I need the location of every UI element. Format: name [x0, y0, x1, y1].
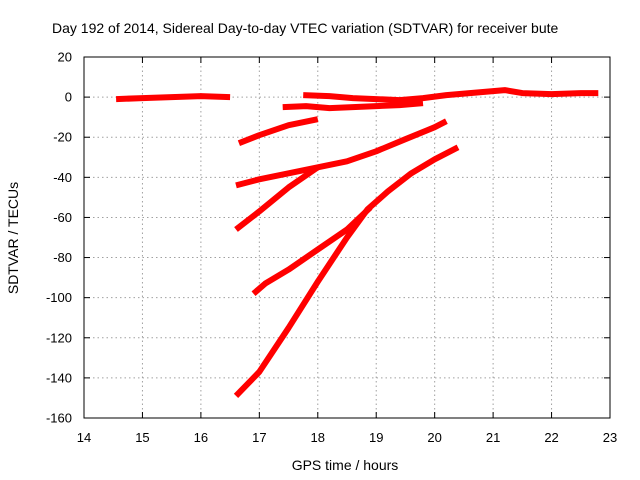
y-tick-label: -100: [46, 290, 72, 305]
x-tick-labels: 14 15 16 17 18 19 20 21 22 23: [77, 430, 617, 445]
series-arc-2: [282, 100, 424, 112]
y-tick-label: 20: [58, 50, 72, 65]
x-axis-label: GPS time / hours: [292, 457, 399, 473]
x-tick-label: 19: [369, 430, 383, 445]
x-tick-label: 16: [194, 430, 208, 445]
x-tick-label: 15: [135, 430, 149, 445]
chart-title: Day 192 of 2014, Sidereal Day-to-day VTE…: [52, 20, 559, 36]
y-tick-label: -60: [53, 210, 72, 225]
series-arc-1: [115, 93, 231, 103]
grid: [84, 57, 610, 418]
series-group: [115, 87, 599, 398]
series-arc-7: [251, 205, 373, 296]
plot-frame: [83, 56, 611, 419]
x-tick-label: 23: [603, 430, 617, 445]
series-arc-8: [233, 144, 460, 398]
series-arc-4: [237, 116, 319, 146]
tick-marks: [83, 56, 611, 419]
x-tick-label: 14: [77, 430, 91, 445]
x-tick-label: 20: [427, 430, 441, 445]
series-arc-3: [303, 87, 599, 104]
y-tick-label: -120: [46, 330, 72, 345]
x-tick-label: 17: [252, 430, 266, 445]
y-tick-labels: -160 -140 -120 -100 -80 -60 -40 -20 0 20: [46, 50, 72, 426]
x-tick-label: 18: [311, 430, 325, 445]
y-tick-label: 0: [65, 90, 72, 105]
y-tick-label: -140: [46, 370, 72, 385]
x-tick-label: 21: [486, 430, 500, 445]
series-arc-5: [235, 118, 448, 189]
x-tick-label: 22: [544, 430, 558, 445]
y-axis-label: SDTVAR / TECUs: [5, 182, 21, 294]
y-tick-label: -80: [53, 250, 72, 265]
y-tick-label: -40: [53, 170, 72, 185]
y-tick-label: -20: [53, 130, 72, 145]
y-tick-label: -160: [46, 411, 72, 426]
series-arc-6: [234, 164, 320, 232]
